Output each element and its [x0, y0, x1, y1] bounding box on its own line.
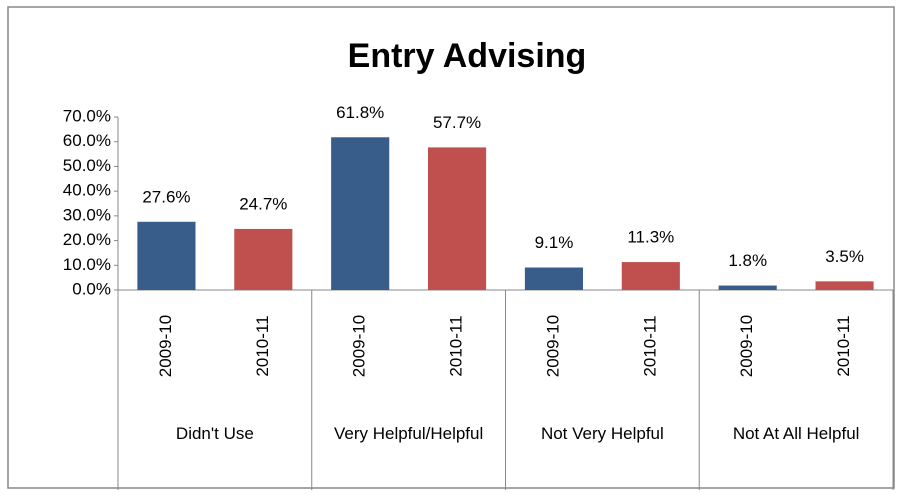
- y-tick-label: 50.0%: [63, 156, 111, 175]
- y-tick-label: 60.0%: [63, 131, 111, 150]
- data-label: 9.1%: [535, 233, 574, 252]
- series-label: 2010-11: [447, 315, 466, 376]
- category-label: Not At All Helpful: [732, 424, 860, 443]
- series-label: 2009-10: [350, 315, 369, 377]
- category-label: Very Helpful/Helpful: [333, 424, 484, 443]
- bar: [137, 221, 196, 290]
- y-tick-label: 70.0%: [63, 106, 111, 125]
- bar: [428, 147, 487, 290]
- series-label: 2010-11: [640, 315, 659, 376]
- data-label: 27.6%: [142, 187, 190, 206]
- data-label: 61.8%: [336, 103, 384, 122]
- y-tick-label: 30.0%: [63, 205, 111, 224]
- data-label: 24.7%: [239, 194, 287, 213]
- data-label: 3.5%: [825, 247, 864, 266]
- bar: [815, 281, 874, 290]
- series-label: 2010-11: [834, 315, 853, 376]
- category-label: Didn't Use: [175, 424, 254, 443]
- series-label: 2009-10: [737, 315, 756, 377]
- bar: [718, 285, 777, 290]
- bar: [234, 228, 293, 290]
- data-label: 11.3%: [627, 228, 674, 247]
- bar: [621, 262, 680, 290]
- y-tick-label: 20.0%: [63, 230, 111, 249]
- bar: [331, 137, 390, 290]
- y-tick-label: 10.0%: [63, 255, 111, 274]
- category-label: Not Very Helpful: [540, 424, 664, 443]
- series-label: 2010-11: [253, 315, 272, 376]
- series-label: 2009-10: [156, 315, 175, 377]
- series-label: 2009-10: [543, 315, 562, 377]
- bar: [524, 267, 583, 290]
- chart-title: Entry Advising: [348, 37, 587, 75]
- data-label: 57.7%: [433, 113, 481, 132]
- y-tick-label: 40.0%: [63, 181, 111, 200]
- data-label: 1.8%: [728, 251, 767, 270]
- y-tick-label: 0.0%: [72, 279, 111, 298]
